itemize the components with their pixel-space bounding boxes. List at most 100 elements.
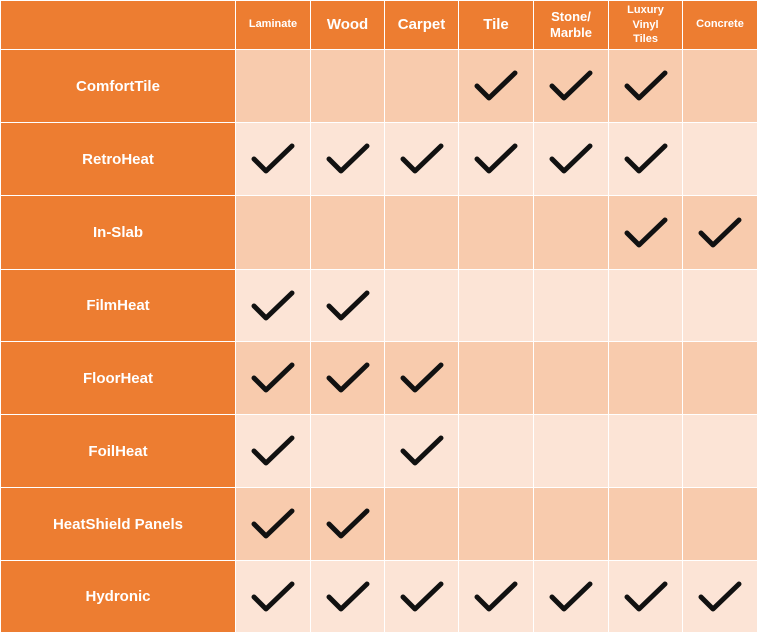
- table-cell: [236, 270, 311, 342]
- table-cell: [236, 561, 311, 633]
- check-mark-icon: [624, 581, 667, 611]
- check-mark-icon: [400, 362, 443, 393]
- table-cell: [534, 50, 609, 123]
- table-cell: [683, 561, 758, 633]
- check-mark-icon: [549, 581, 593, 611]
- row-label: ComfortTile: [1, 50, 236, 123]
- row-label-text: FloorHeat: [82, 369, 153, 387]
- table-cell: [385, 342, 459, 415]
- check-mark-icon: [251, 581, 295, 611]
- table-cell: [534, 561, 609, 633]
- table-cell: [683, 196, 758, 270]
- check-mark-icon: [251, 508, 295, 539]
- table-cell: [459, 196, 534, 270]
- table-cell: [236, 50, 311, 123]
- table-cell: [311, 50, 385, 123]
- column-header: Tile: [459, 1, 534, 50]
- check-mark-icon: [698, 581, 742, 611]
- table-cell: [459, 488, 534, 561]
- column-header-label: Luxury Vinyl Tiles: [627, 3, 664, 46]
- table-cell: [683, 123, 758, 196]
- table-cell: [609, 415, 683, 488]
- table-cell: [311, 488, 385, 561]
- column-header: Concrete: [683, 1, 758, 50]
- table-cell: [609, 196, 683, 270]
- row-label-text: FilmHeat: [86, 297, 150, 314]
- column-header: Stone/ Marble: [534, 1, 609, 50]
- table-cell: [385, 196, 459, 270]
- check-mark-icon: [251, 143, 295, 174]
- check-mark-icon: [326, 362, 369, 393]
- row-label-text: Hydronic: [85, 588, 151, 605]
- row-label-text: ComfortTile: [76, 77, 160, 95]
- row-label-text: In-Slab: [92, 224, 143, 241]
- table-corner: [1, 1, 236, 50]
- check-mark-icon: [624, 143, 667, 174]
- column-header: Laminate: [236, 1, 311, 50]
- table-cell: [683, 270, 758, 342]
- check-mark-icon: [549, 70, 593, 101]
- check-mark-icon: [251, 362, 295, 393]
- check-mark-icon: [326, 143, 369, 174]
- table-cell: [459, 50, 534, 123]
- row-label: In-Slab: [1, 196, 236, 270]
- table-cell: [311, 342, 385, 415]
- check-mark-icon: [624, 70, 667, 101]
- table-cell: [534, 270, 609, 342]
- row-label-text: HeatShield Panels: [52, 515, 184, 533]
- table-cell: [609, 270, 683, 342]
- check-mark-icon: [326, 508, 369, 539]
- row-label: FoilHeat: [1, 415, 236, 488]
- column-header-label: Tile: [483, 16, 509, 33]
- table-cell: [236, 415, 311, 488]
- column-header-label: Wood: [326, 16, 369, 33]
- row-label-text: FoilHeat: [88, 442, 148, 460]
- table-cell: [534, 196, 609, 270]
- check-mark-icon: [474, 70, 518, 101]
- row-label: FloorHeat: [1, 342, 236, 415]
- table-cell: [609, 342, 683, 415]
- table-cell: [385, 50, 459, 123]
- table-cell: [385, 561, 459, 633]
- table-cell: [534, 342, 609, 415]
- row-label-text: RetroHeat: [82, 150, 154, 168]
- table-cell: [385, 415, 459, 488]
- column-header: Luxury Vinyl Tiles: [609, 1, 683, 50]
- column-header-label: Concrete: [696, 18, 744, 31]
- column-header: Wood: [311, 1, 385, 50]
- table-cell: [534, 415, 609, 488]
- table-cell: [311, 415, 385, 488]
- check-mark-icon: [251, 290, 295, 320]
- table-cell: [385, 488, 459, 561]
- table-cell: [683, 415, 758, 488]
- table-cell: [609, 561, 683, 633]
- table-cell: [311, 196, 385, 270]
- table-cell: [311, 270, 385, 342]
- check-mark-icon: [400, 435, 443, 466]
- table-cell: [236, 488, 311, 561]
- table-cell: [683, 488, 758, 561]
- table-cell: [609, 488, 683, 561]
- table-cell: [609, 123, 683, 196]
- table-cell: [534, 123, 609, 196]
- column-header: Carpet: [385, 1, 459, 50]
- row-label: RetroHeat: [1, 123, 236, 196]
- column-header-label: Laminate: [248, 18, 298, 31]
- table-cell: [459, 342, 534, 415]
- check-mark-icon: [698, 217, 742, 247]
- table-cell: [459, 561, 534, 633]
- table-cell: [236, 123, 311, 196]
- row-label: HeatShield Panels: [1, 488, 236, 561]
- check-mark-icon: [400, 581, 443, 611]
- column-header-label: Carpet: [397, 16, 446, 33]
- check-mark-icon: [400, 143, 443, 174]
- column-header-label: Stone/ Marble: [550, 9, 592, 40]
- table-cell: [385, 123, 459, 196]
- table-cell: [385, 270, 459, 342]
- table-cell: [609, 50, 683, 123]
- table-cell: [534, 488, 609, 561]
- table-cell: [459, 415, 534, 488]
- check-mark-icon: [474, 143, 518, 174]
- row-label: FilmHeat: [1, 270, 236, 342]
- table-cell: [236, 342, 311, 415]
